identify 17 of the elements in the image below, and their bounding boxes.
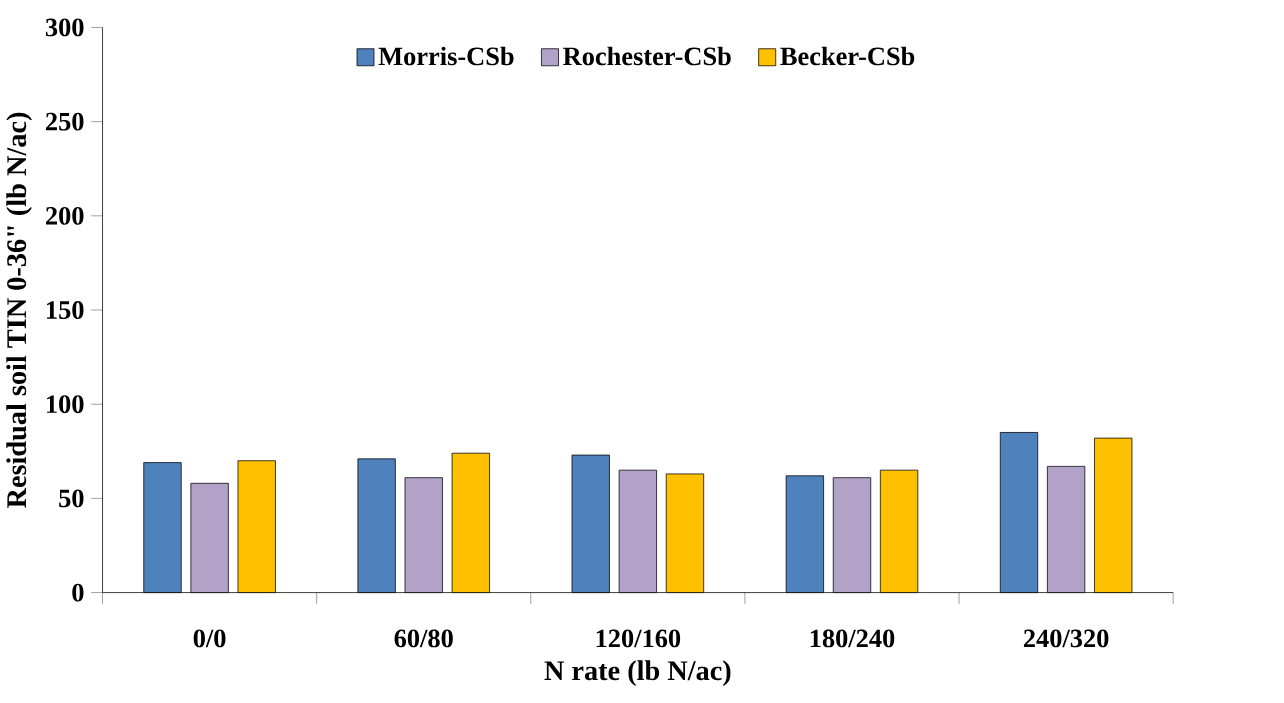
y-tick-label: 300 xyxy=(45,18,84,37)
y-tick-label: 200 xyxy=(45,206,84,225)
y-tick-label: 250 xyxy=(45,112,84,131)
y-tick-label: 0 xyxy=(72,583,84,602)
y-tick-label: 150 xyxy=(47,300,84,319)
legend-label: Morris-CSb xyxy=(378,46,514,66)
y-axis-title: Residual soil TIN 0-36" (lb N/ac) xyxy=(6,112,32,508)
y-tick-label: 100 xyxy=(47,395,84,413)
x-tick-label: 0/0 xyxy=(193,629,226,648)
x-tick-label: 60/80 xyxy=(394,629,453,648)
x-tick-label: 120/160 xyxy=(596,629,681,648)
x-tick-label: 240/320 xyxy=(1023,629,1109,648)
x-axis-title: N rate (lb N/ac) xyxy=(544,660,731,686)
legend-label: Becker-CSb xyxy=(780,46,915,66)
y-tick-label: 50 xyxy=(59,489,84,508)
legend-label: Rochester-CSb xyxy=(563,46,731,66)
x-tick-label: 180/240 xyxy=(810,629,895,648)
